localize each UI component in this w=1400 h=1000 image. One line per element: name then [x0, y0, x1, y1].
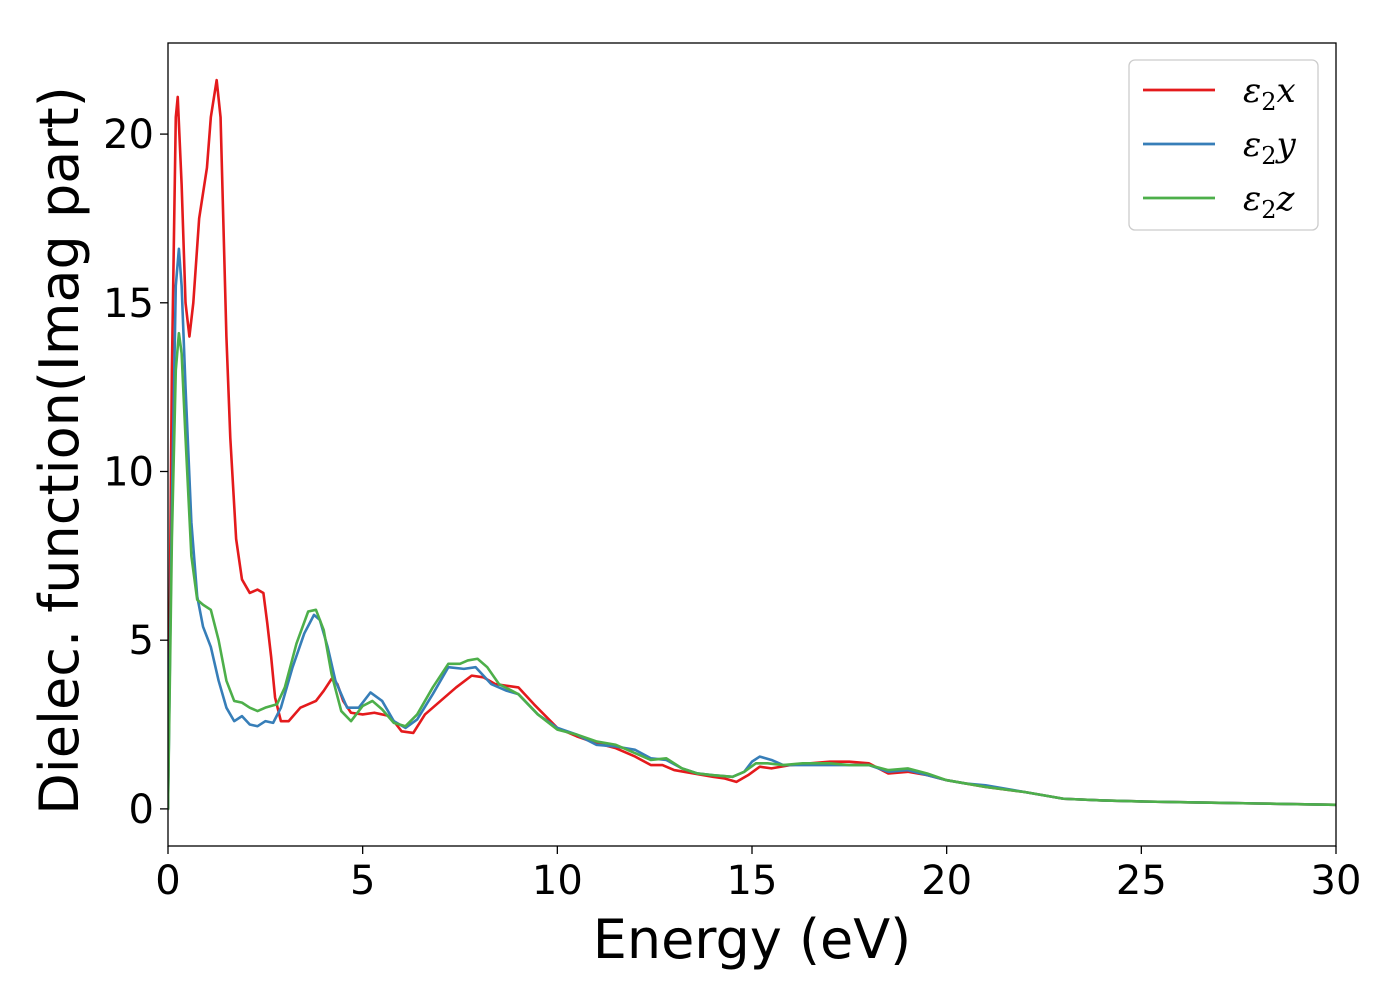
y-tick-label: 10: [103, 449, 154, 495]
x-tick-label: 5: [350, 858, 375, 904]
x-tick-label: 25: [1116, 858, 1167, 904]
legend: ε2x ε2y ε2z: [1128, 59, 1319, 231]
x-tick-label: 30: [1311, 858, 1362, 904]
y-tick-label: 0: [129, 787, 154, 833]
y-tick-label: 20: [103, 112, 154, 158]
x-tick-label: 10: [532, 858, 583, 904]
legend-label-x: ε2x: [1243, 71, 1296, 116]
y-tick-label: 15: [103, 281, 154, 327]
y-tick-label: 5: [129, 618, 154, 664]
x-tick-label: 20: [921, 858, 972, 904]
x-tick-label: 15: [727, 858, 778, 904]
series-line-y: [168, 247, 1336, 811]
series-layer: [168, 78, 1336, 811]
y-axis: 0 5 10 15 20: [103, 112, 168, 833]
x-tick-label: 0: [155, 858, 180, 904]
legend-label-y: ε2y: [1243, 125, 1297, 170]
y-axis-title: Dielec. function(Imag part): [28, 86, 91, 815]
series-line-z: [168, 331, 1336, 811]
x-axis-title: Energy (eV): [593, 908, 912, 971]
legend-label-z: ε2z: [1243, 179, 1296, 224]
x-axis: 0 5 10 15 20 25 30: [155, 846, 1361, 904]
legend-box: [1128, 59, 1319, 231]
